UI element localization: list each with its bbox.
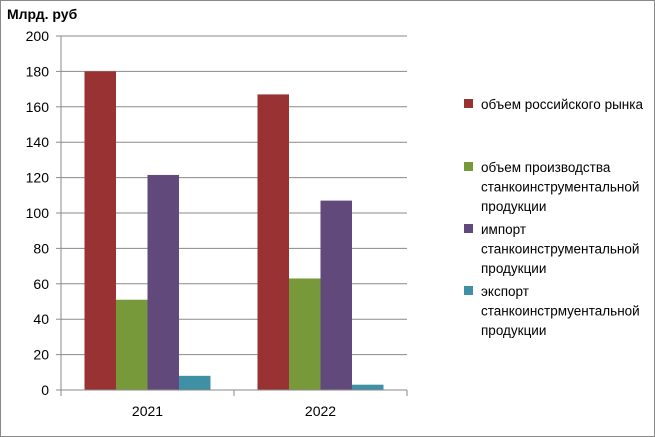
- y-unit-label: Млрд. руб: [7, 6, 78, 22]
- legend: объем российского рынка объем производств…: [464, 97, 643, 338]
- y-tick-label: 60: [33, 276, 49, 292]
- y-tick-label: 140: [26, 134, 50, 150]
- bar-4-2021: [179, 375, 211, 390]
- legend-label-3: продукции: [481, 261, 546, 276]
- y-tick-label: 120: [26, 170, 50, 186]
- bar-2-2021: [116, 299, 148, 390]
- x-tick-label: 2022: [305, 403, 336, 419]
- bar-3-2021: [147, 174, 179, 390]
- legend-swatch-2: [464, 162, 473, 171]
- y-tick-label: 100: [26, 205, 50, 221]
- axes: [60, 36, 408, 396]
- bars: [84, 71, 384, 391]
- legend-label-4: продукции: [481, 323, 546, 338]
- y-tick-labels: 0 20 40 60 80 100 120 140 160 180 200: [26, 28, 50, 398]
- bar-1-2021: [84, 71, 116, 391]
- y-tick-label: 0: [41, 382, 49, 398]
- legend-swatch-3: [464, 224, 473, 233]
- x-tick-labels: 2021 2022: [132, 403, 336, 419]
- legend-label-2: объем производства: [481, 160, 611, 175]
- y-tick-label: 160: [26, 99, 50, 115]
- y-tick-label: 20: [33, 347, 49, 363]
- legend-label-1: объем российского рынка: [481, 97, 643, 112]
- legend-label-4: экспорт: [481, 284, 529, 299]
- y-tick-label: 200: [26, 28, 50, 44]
- bar-4-2022: [352, 384, 384, 390]
- legend-label-2: продукции: [481, 199, 546, 214]
- legend-label-2: станкоинструментальной: [481, 180, 639, 195]
- legend-label-4: станкоинстрмуентальной: [481, 304, 640, 319]
- x-tick-label: 2021: [132, 403, 163, 419]
- y-tick-label: 180: [26, 63, 50, 79]
- legend-swatch-1: [464, 99, 473, 108]
- y-tick-label: 40: [33, 311, 49, 327]
- bar-3-2022: [320, 200, 352, 390]
- legend-label-3: импорт: [481, 222, 526, 237]
- legend-swatch-4: [464, 286, 473, 295]
- bar-2-2022: [289, 278, 321, 390]
- legend-label-3: станкоинструментальной: [481, 242, 639, 257]
- y-tick-label: 80: [33, 240, 49, 256]
- bar-1-2022: [257, 94, 289, 390]
